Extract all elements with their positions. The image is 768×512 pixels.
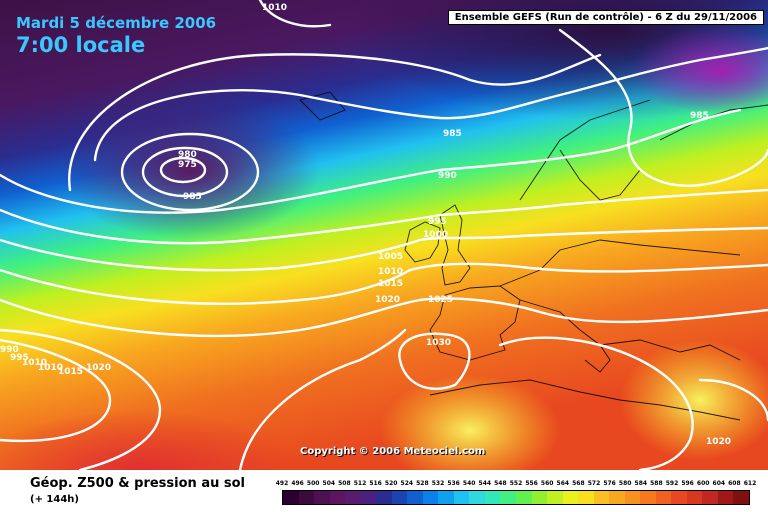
color-scale-swatch bbox=[391, 491, 408, 504]
color-scale-label: 552 bbox=[509, 480, 523, 487]
color-scale-label: 576 bbox=[603, 480, 616, 487]
color-scale-label: 544 bbox=[478, 480, 492, 487]
isobar-label: 1010 bbox=[378, 267, 403, 277]
color-scale-swatch bbox=[702, 491, 718, 504]
isobar-labels: 1010 985 980 975 985 985 990 995 1000 10… bbox=[0, 3, 731, 447]
color-scale-swatch bbox=[345, 491, 361, 504]
color-scale-label: 584 bbox=[634, 480, 648, 487]
color-scale-label: 556 bbox=[525, 480, 538, 487]
isobar-label: 995 bbox=[428, 217, 447, 227]
color-scale-swatch bbox=[686, 491, 703, 504]
color-scale-label: 568 bbox=[572, 480, 585, 487]
isobar-label: 975 bbox=[178, 160, 197, 170]
color-scale-swatch bbox=[593, 491, 610, 504]
isobar-label: 1020 bbox=[375, 295, 400, 305]
color-scale-label: 596 bbox=[681, 480, 694, 487]
isobar-label: 1020 bbox=[86, 363, 111, 373]
color-scale-swatch bbox=[578, 491, 594, 504]
color-scale-swatch bbox=[407, 491, 423, 504]
color-scale-label: 604 bbox=[712, 480, 726, 487]
color-scale-swatch bbox=[484, 491, 501, 504]
color-scale-label: 496 bbox=[291, 480, 304, 487]
color-scale-swatch bbox=[547, 491, 563, 504]
color-scale-swatch bbox=[717, 491, 734, 504]
color-scale-swatch bbox=[562, 491, 579, 504]
color-scale-label: 508 bbox=[338, 480, 351, 487]
color-scale-label: 516 bbox=[369, 480, 382, 487]
color-scale-swatch bbox=[453, 491, 470, 504]
weather-map: 1010 985 980 975 985 985 990 995 1000 10… bbox=[0, 0, 768, 470]
color-scale-labels: 492 496 500 504 508 512 516 520 524 528 532 536 540 5… bbox=[276, 479, 757, 489]
isobar-label: 985 bbox=[183, 192, 202, 202]
color-scale: 492 496 500 504 508 512 516 520 524 528 532 536 540 5… bbox=[276, 479, 757, 509]
color-scale-label: 580 bbox=[618, 480, 632, 487]
color-scale-label: 548 bbox=[494, 480, 507, 487]
color-scale-label: 520 bbox=[384, 480, 398, 487]
color-scale-swatch bbox=[515, 491, 532, 504]
color-scale-swatch bbox=[733, 491, 749, 504]
color-scale-swatch bbox=[438, 491, 454, 504]
color-scale-swatch bbox=[531, 491, 548, 504]
color-scale-swatch bbox=[624, 491, 641, 504]
color-scale-label: 572 bbox=[587, 480, 601, 487]
isobar-label: 1020 bbox=[706, 437, 731, 447]
model-run-label: Ensemble GEFS (Run de contrôle) - 6 Z du… bbox=[447, 10, 764, 25]
map-date: Mardi 5 décembre 2006 bbox=[16, 14, 217, 32]
isobar-label: 990 bbox=[0, 345, 19, 355]
isobar-label: 1030 bbox=[426, 338, 451, 348]
isobar-label: 995 bbox=[10, 353, 29, 363]
color-scale-swatch bbox=[469, 491, 485, 504]
isobar-label: 1010 bbox=[22, 358, 47, 368]
color-scale-label: 540 bbox=[462, 480, 476, 487]
color-scale-label: 600 bbox=[696, 480, 710, 487]
color-scale-swatch bbox=[298, 491, 315, 504]
isobar-label: 980 bbox=[178, 150, 197, 160]
color-scale-label: 524 bbox=[400, 480, 414, 487]
color-scale-label: 500 bbox=[306, 480, 320, 487]
color-scale-label: 588 bbox=[650, 480, 663, 487]
color-scale-swatch bbox=[640, 491, 656, 504]
isobar-label: 1000 bbox=[423, 230, 448, 240]
color-scale-label: 592 bbox=[665, 480, 679, 487]
isobar-label: 1025 bbox=[428, 295, 453, 305]
color-scale-swatch bbox=[314, 491, 330, 504]
color-scale-swatch bbox=[376, 491, 392, 504]
color-scale-swatch bbox=[609, 491, 625, 504]
isobars bbox=[0, 0, 768, 470]
color-scale-label: 608 bbox=[728, 480, 741, 487]
color-scale-label: 492 bbox=[275, 480, 289, 487]
color-scale-label: 560 bbox=[540, 480, 554, 487]
isobar-label: 1015 bbox=[58, 367, 83, 377]
isobar-label: 1010 bbox=[38, 363, 63, 373]
isobar-label: 1010 bbox=[262, 3, 287, 13]
isobar-label: 1015 bbox=[378, 279, 403, 289]
color-scale-swatch bbox=[500, 491, 516, 504]
color-scale-swatch bbox=[671, 491, 687, 504]
map-footer: Géop. Z500 & pression au sol (+ 144h) 49… bbox=[0, 470, 768, 512]
map-time: 7:00 locale bbox=[16, 33, 146, 57]
color-scale-label: 512 bbox=[353, 480, 367, 487]
color-scale-swatch bbox=[655, 491, 672, 504]
color-scale-label: 532 bbox=[431, 480, 445, 487]
footer-title: Géop. Z500 & pression au sol bbox=[30, 476, 245, 491]
isobar-label: 1005 bbox=[378, 252, 403, 262]
color-scale-swatch bbox=[283, 491, 299, 504]
color-scale-swatch bbox=[329, 491, 346, 504]
isobar-label: 985 bbox=[690, 111, 709, 121]
copyright-text: Copyright © 2006 Meteociel.com bbox=[300, 446, 486, 457]
footer-subtitle: (+ 144h) bbox=[30, 494, 79, 505]
color-scale-label: 612 bbox=[743, 480, 757, 487]
color-scale-label: 536 bbox=[447, 480, 460, 487]
color-scale-label: 564 bbox=[556, 480, 570, 487]
color-scale-swatch bbox=[360, 491, 377, 504]
color-scale-label: 528 bbox=[416, 480, 429, 487]
isobar-label: 990 bbox=[438, 171, 457, 181]
color-scale-bar bbox=[282, 490, 750, 505]
color-scale-swatch bbox=[422, 491, 439, 504]
isobar-label: 985 bbox=[443, 129, 462, 139]
color-scale-label: 504 bbox=[322, 480, 336, 487]
